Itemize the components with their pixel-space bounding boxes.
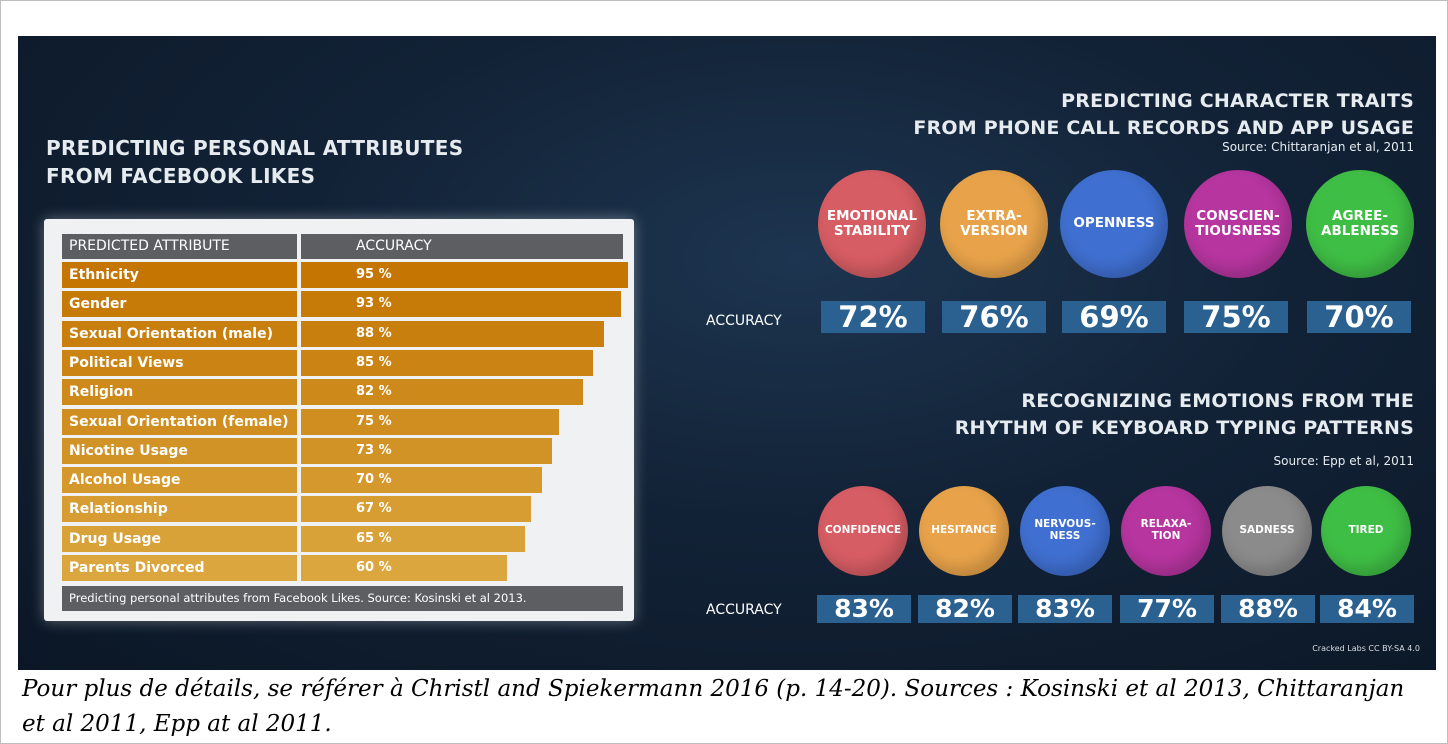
trait-accuracy-value: 75% — [1184, 301, 1288, 333]
emotion-circle: TIRED — [1321, 486, 1411, 576]
emotion-circle: RELAXA- TION — [1121, 486, 1211, 576]
accuracy-bar: 75 % — [301, 408, 559, 435]
emotions-title-line2: RHYTHM OF KEYBOARD TYPING PATTERNS — [954, 417, 1414, 439]
attribute-label: Sexual Orientation (female) — [62, 408, 297, 435]
trait-accuracy-value: 76% — [942, 301, 1046, 333]
emotions-accuracy-label: ACCURACY — [706, 602, 782, 618]
infographic-panel: PREDICTING PERSONAL ATTRIBUTES FROM FACE… — [18, 36, 1436, 670]
character-traits-title-line1: PREDICTING CHARACTER TRAITS — [1061, 90, 1414, 112]
trait-circle: EMOTIONAL STABILITY — [818, 170, 926, 278]
attribute-label: Sexual Orientation (male) — [62, 320, 297, 347]
facebook-likes-title-line1: PREDICTING PERSONAL ATTRIBUTES — [46, 136, 464, 160]
attribute-label: Gender — [62, 291, 297, 318]
trait-accuracy-value: 72% — [821, 301, 925, 333]
accuracy-bar: 95 % — [301, 262, 628, 288]
character-traits-title-line2: FROM PHONE CALL RECORDS AND APP USAGE — [913, 117, 1414, 139]
emotions-source: Source: Epp et al, 2011 — [1273, 454, 1414, 468]
accuracy-bar: 82 % — [301, 379, 584, 406]
emotion-accuracy-value: 77% — [1120, 595, 1214, 623]
attribute-label: Alcohol Usage — [62, 467, 297, 494]
license-credit: Cracked Labs CC BY-SA 4.0 — [1312, 644, 1420, 653]
attribute-label: Relationship — [62, 496, 297, 523]
accuracy-bar: 85 % — [301, 349, 594, 376]
emotion-circle: HESITANCE — [919, 486, 1009, 576]
trait-circle: CONSCIEN- TIOUSNESS — [1184, 170, 1292, 278]
emotion-accuracy-value: 84% — [1320, 595, 1414, 623]
traits-accuracy-label: ACCURACY — [706, 313, 782, 329]
emotion-accuracy-value: 83% — [1018, 595, 1112, 623]
trait-circle: OPENNESS — [1060, 170, 1168, 278]
trait-circle: EXTRA- VERSION — [940, 170, 1048, 278]
figure-caption: Pour plus de détails, se référer à Chris… — [22, 676, 1405, 737]
accuracy-bar: 93 % — [301, 291, 621, 318]
emotion-accuracy-value: 88% — [1221, 595, 1315, 623]
emotion-accuracy-value: 83% — [817, 595, 911, 623]
facebook-likes-heading: PREDICTING PERSONAL ATTRIBUTES FROM FACE… — [46, 134, 463, 190]
accuracy-bar: 65 % — [301, 525, 525, 552]
table-footer-source: Predicting personal attributes from Face… — [62, 586, 623, 611]
accuracy-bar: 88 % — [301, 320, 604, 347]
trait-circle: AGREE- ABLENESS — [1306, 170, 1414, 278]
emotion-circle: NERVOUS- NESS — [1020, 486, 1110, 576]
emotions-title-line1: RECOGNIZING EMOTIONS FROM THE — [1021, 390, 1414, 412]
column-header-attribute: PREDICTED ATTRIBUTE — [62, 234, 297, 259]
emotion-circle: CONFIDENCE — [818, 486, 908, 576]
facebook-likes-title-line2: FROM FACEBOOK LIKES — [46, 164, 316, 188]
character-traits-source: Source: Chittaranjan et al, 2011 — [1222, 140, 1414, 154]
attribute-label: Nicotine Usage — [62, 437, 297, 464]
trait-accuracy-value: 69% — [1062, 301, 1166, 333]
accuracy-bar: 67 % — [301, 496, 532, 523]
accuracy-bar: 60 % — [301, 555, 508, 581]
trait-accuracy-value: 70% — [1307, 301, 1411, 333]
attribute-label: Drug Usage — [62, 525, 297, 552]
facebook-likes-table: PREDICTED ATTRIBUTE ACCURACY Predicting … — [44, 219, 634, 621]
emotion-circle: SADNESS — [1222, 486, 1312, 576]
emotion-accuracy-value: 82% — [918, 595, 1012, 623]
attribute-label: Religion — [62, 379, 297, 406]
attribute-label: Political Views — [62, 349, 297, 376]
column-header-accuracy: ACCURACY — [301, 234, 623, 259]
character-traits-heading: PREDICTING CHARACTER TRAITS FROM PHONE C… — [913, 88, 1414, 142]
attribute-label: Parents Divorced — [62, 555, 297, 581]
attribute-label: Ethnicity — [62, 262, 297, 288]
accuracy-bar: 73 % — [301, 437, 553, 464]
accuracy-bar: 70 % — [301, 467, 542, 494]
emotions-heading: RECOGNIZING EMOTIONS FROM THE RHYTHM OF … — [955, 388, 1414, 442]
